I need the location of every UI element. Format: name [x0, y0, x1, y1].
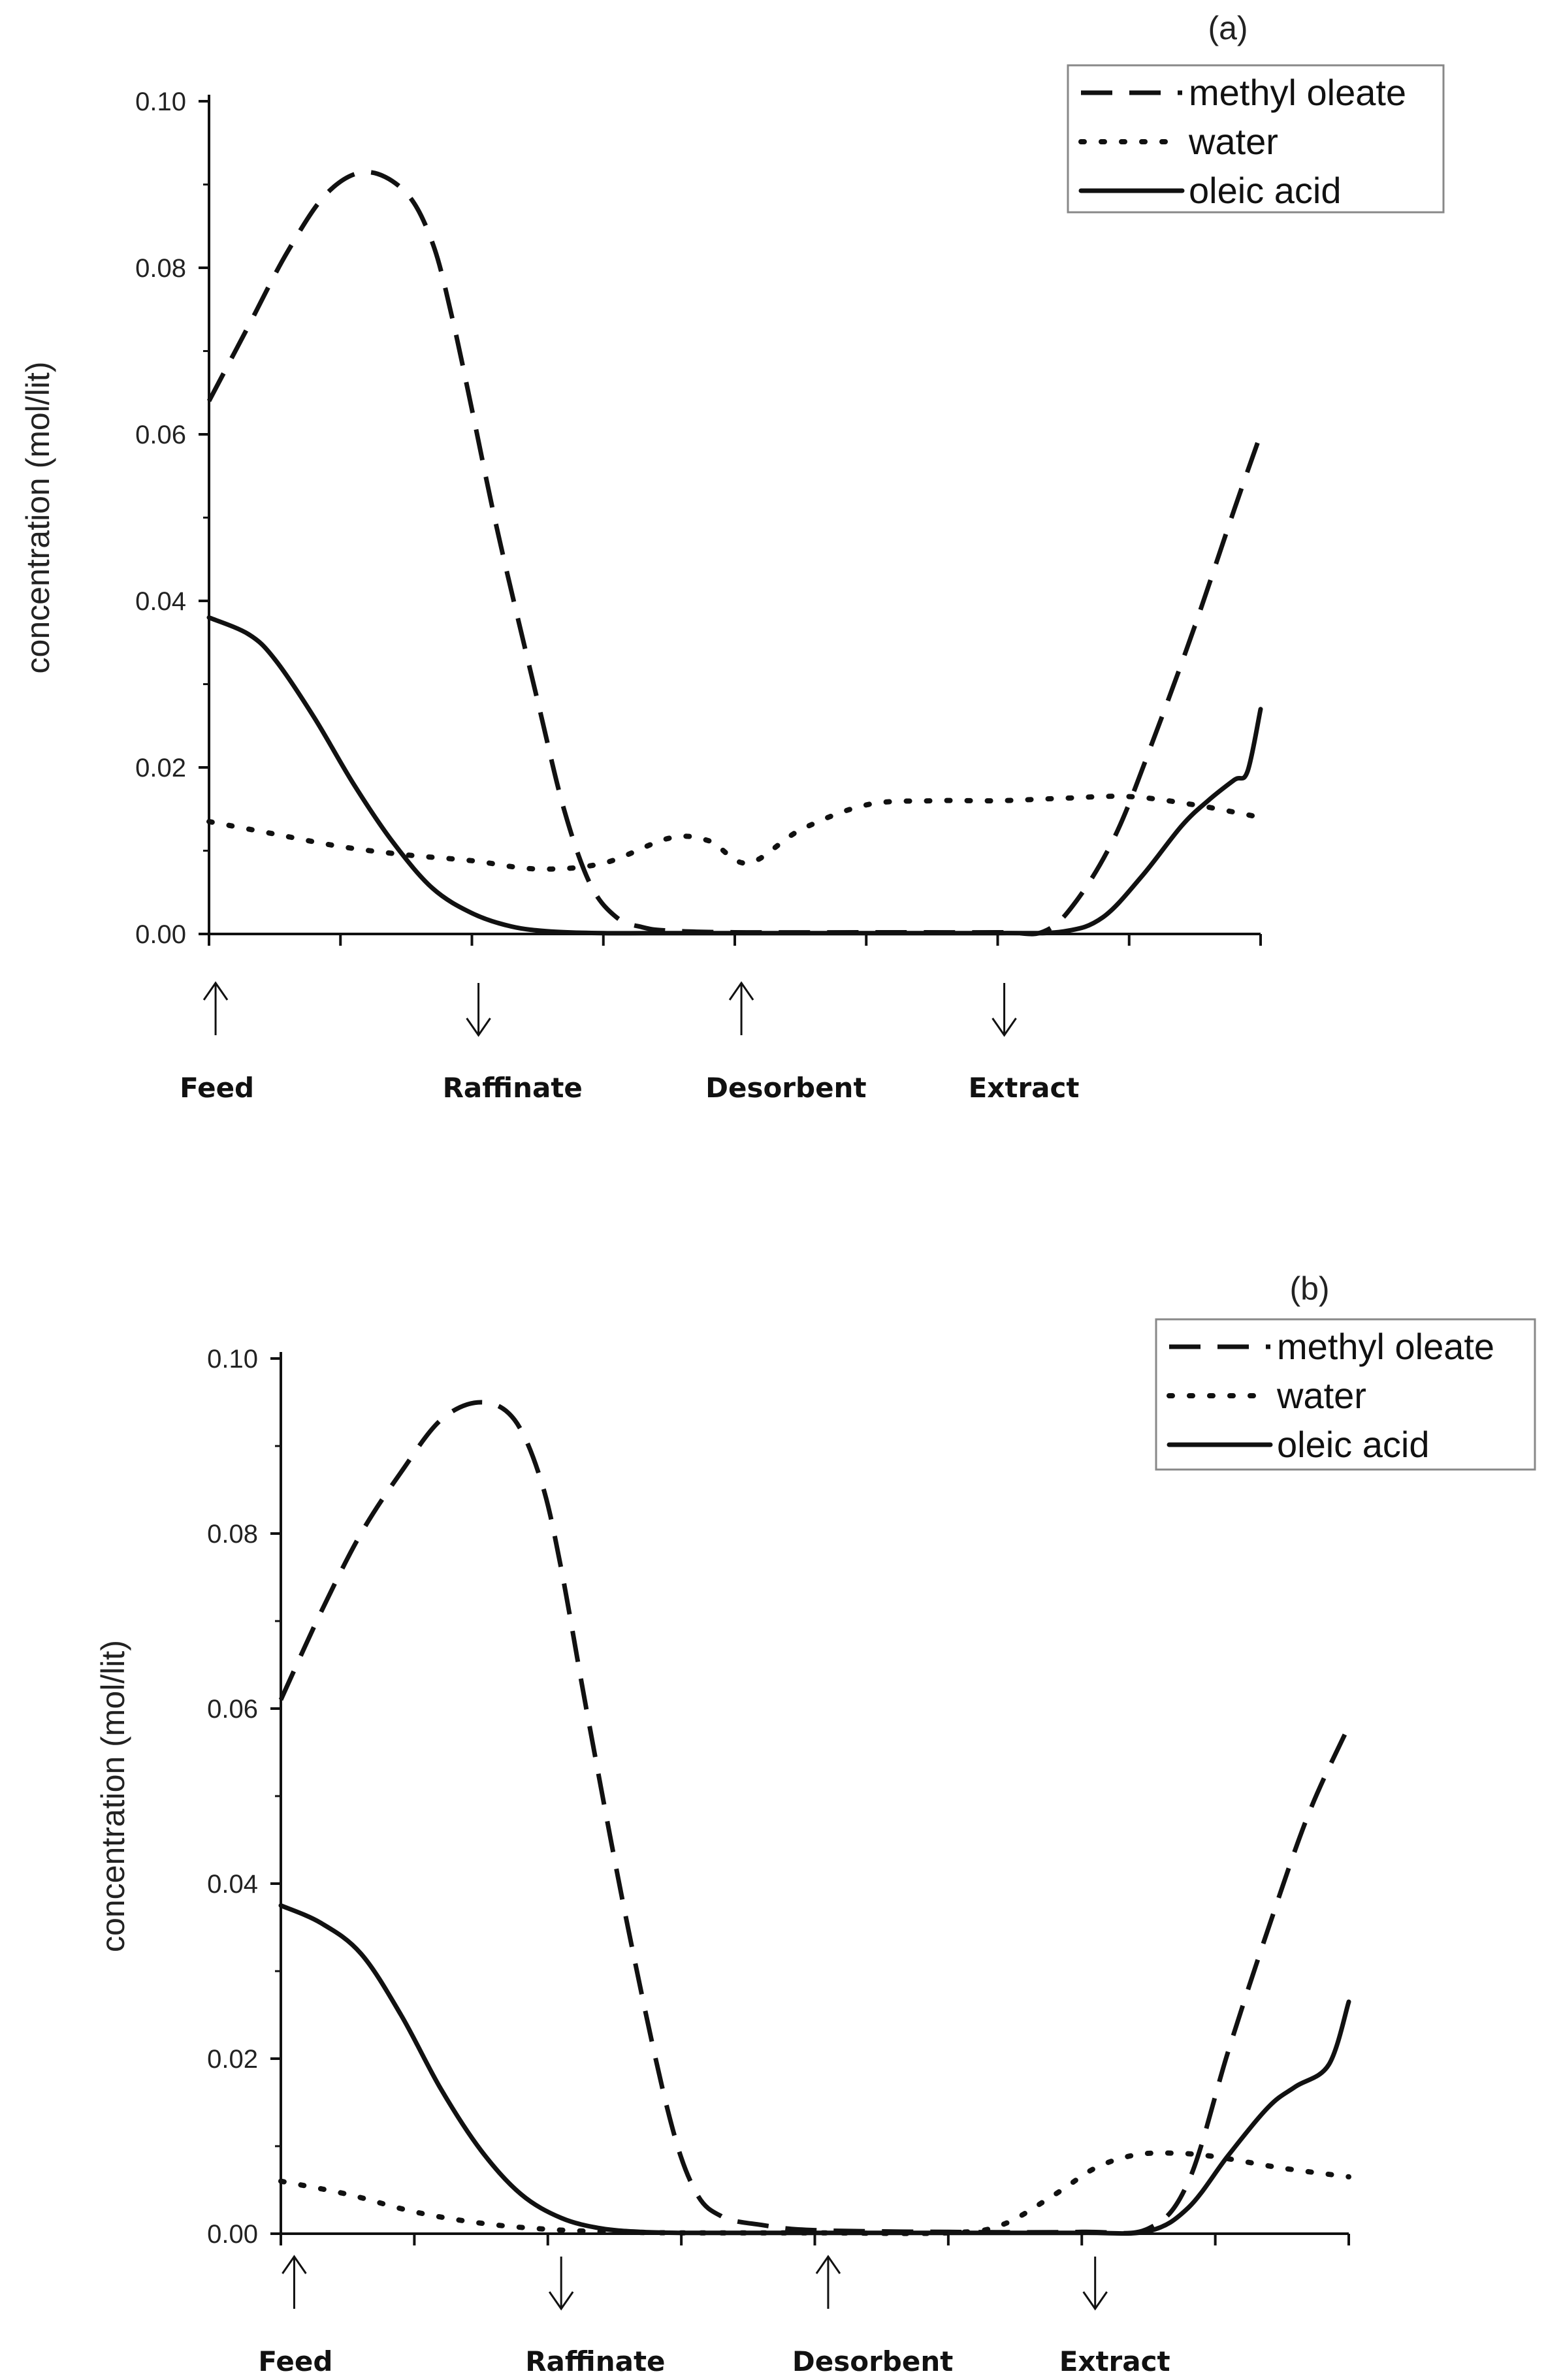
- arrow-down-icon: [1082, 2291, 1108, 2311]
- port-label: Desorbent: [705, 1072, 866, 1104]
- y-tick-label: 0.02: [135, 754, 186, 782]
- y-axis-label: concentration (mol/lit): [20, 362, 56, 674]
- y-tick-label: 0.08: [135, 254, 186, 283]
- port-label: Extract: [1059, 2345, 1170, 2377]
- legend-label: methyl oleate: [1189, 72, 1406, 113]
- series-line-methyl-oleate: [278, 1400, 1351, 2236]
- port-label: Raffinate: [525, 2345, 665, 2377]
- panel-label: (a): [1208, 10, 1248, 46]
- port-label: Feed: [180, 1072, 254, 1104]
- y-tick-label: 0.04: [207, 1870, 258, 1899]
- port-label: Desorbent: [792, 2345, 953, 2377]
- port-label: Raffinate: [443, 1072, 583, 1104]
- y-tick-label: 0.00: [207, 2220, 258, 2249]
- series-line-water: [206, 794, 1263, 872]
- y-tick-label: 0.02: [207, 2045, 258, 2074]
- arrow-up-icon: [202, 981, 229, 1001]
- legend-label: water: [1188, 121, 1278, 162]
- arrow-down-icon: [991, 1018, 1017, 1037]
- y-tick-label: 0.06: [135, 421, 186, 449]
- series-line-water: [278, 2150, 1351, 2236]
- arrow-down-icon: [548, 2291, 574, 2311]
- legend-label: methyl oleate: [1277, 1326, 1494, 1367]
- y-tick-label: 0.06: [207, 1695, 258, 1724]
- arrow-down-icon: [466, 1018, 491, 1037]
- port-label: Extract: [969, 1072, 1080, 1104]
- panel-b: (b) 0.00 0.02 0.04 0.06 0.08 0.10 concentration…: [95, 1270, 1536, 2377]
- legend-label: oleic acid: [1277, 1424, 1429, 1465]
- y-tick-label: 0.10: [135, 88, 186, 116]
- y-tick-label: 0.00: [135, 920, 186, 949]
- y-axis-label: concentration (mol/lit): [95, 1640, 131, 1952]
- arrow-up-icon: [282, 2255, 307, 2274]
- y-tick-label: 0.04: [135, 587, 186, 616]
- legend-label: oleic acid: [1189, 170, 1341, 211]
- legend-label: water: [1276, 1375, 1366, 1416]
- panel-a: (a) 0.00 0.02 0.04 0.06 0.08 0.10 concentration…: [20, 10, 1445, 1104]
- series-line-oleic-acid: [206, 615, 1263, 936]
- series-line-oleic-acid: [278, 1903, 1351, 2236]
- port-label: Feed: [258, 2345, 332, 2377]
- series-line-methyl-oleate: [206, 169, 1263, 937]
- arrow-up-icon: [815, 2255, 841, 2274]
- y-tick-label: 0.08: [207, 1520, 258, 1549]
- legend-box: [1067, 64, 1445, 214]
- arrow-up-icon: [728, 981, 754, 1001]
- panel-label: (b): [1289, 1270, 1329, 1307]
- y-tick-label: 0.10: [207, 1345, 258, 1374]
